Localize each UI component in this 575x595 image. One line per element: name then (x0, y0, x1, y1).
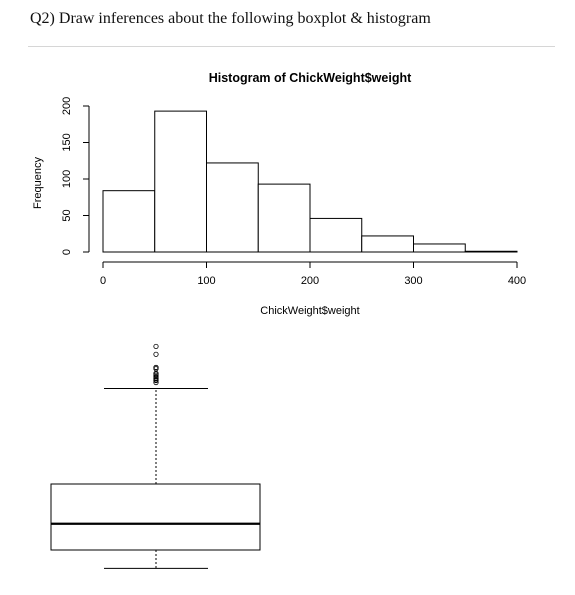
histogram-bar (154, 110, 207, 253)
boxplot-box (50, 483, 261, 551)
histogram-chart: Histogram of ChickWeight$weight ChickWei… (32, 71, 526, 317)
y-tick-label: 150 (61, 133, 73, 151)
question-text: Q2) Draw inferences about the following … (30, 10, 431, 27)
boxplot-outlier (153, 351, 159, 357)
x-tick-label: 200 (301, 275, 319, 287)
x-axis-label: ChickWeight$weight (260, 305, 359, 317)
divider-line (28, 46, 555, 47)
histogram-bar (257, 183, 311, 253)
histogram-bar (361, 235, 414, 253)
y-tick-label: 50 (61, 209, 73, 221)
x-tick-label: 100 (197, 275, 215, 287)
histogram-title: Histogram of ChickWeight$weight (209, 71, 412, 85)
y-axis-label: Frequency (32, 157, 44, 209)
histogram-bar (206, 162, 259, 253)
x-tick-label: 300 (404, 275, 422, 287)
boxplot-outlier (153, 364, 159, 371)
x-tick-label: 400 (508, 275, 526, 287)
histogram-bars (102, 110, 518, 253)
y-axis: 0 50 100 150 200 (61, 97, 90, 255)
y-tick-label: 200 (61, 97, 73, 115)
histogram-bar (413, 243, 466, 253)
histogram-bar (464, 250, 518, 253)
histogram-bar (102, 190, 156, 253)
y-tick-label: 100 (61, 170, 73, 188)
histogram-bar (309, 217, 363, 253)
boxplot-outlier (153, 343, 159, 350)
x-tick-label: 0 (100, 275, 106, 287)
y-tick-label: 0 (61, 249, 73, 255)
boxplot-chart (50, 343, 261, 569)
x-axis: 0 100 200 300 400 (100, 261, 526, 287)
